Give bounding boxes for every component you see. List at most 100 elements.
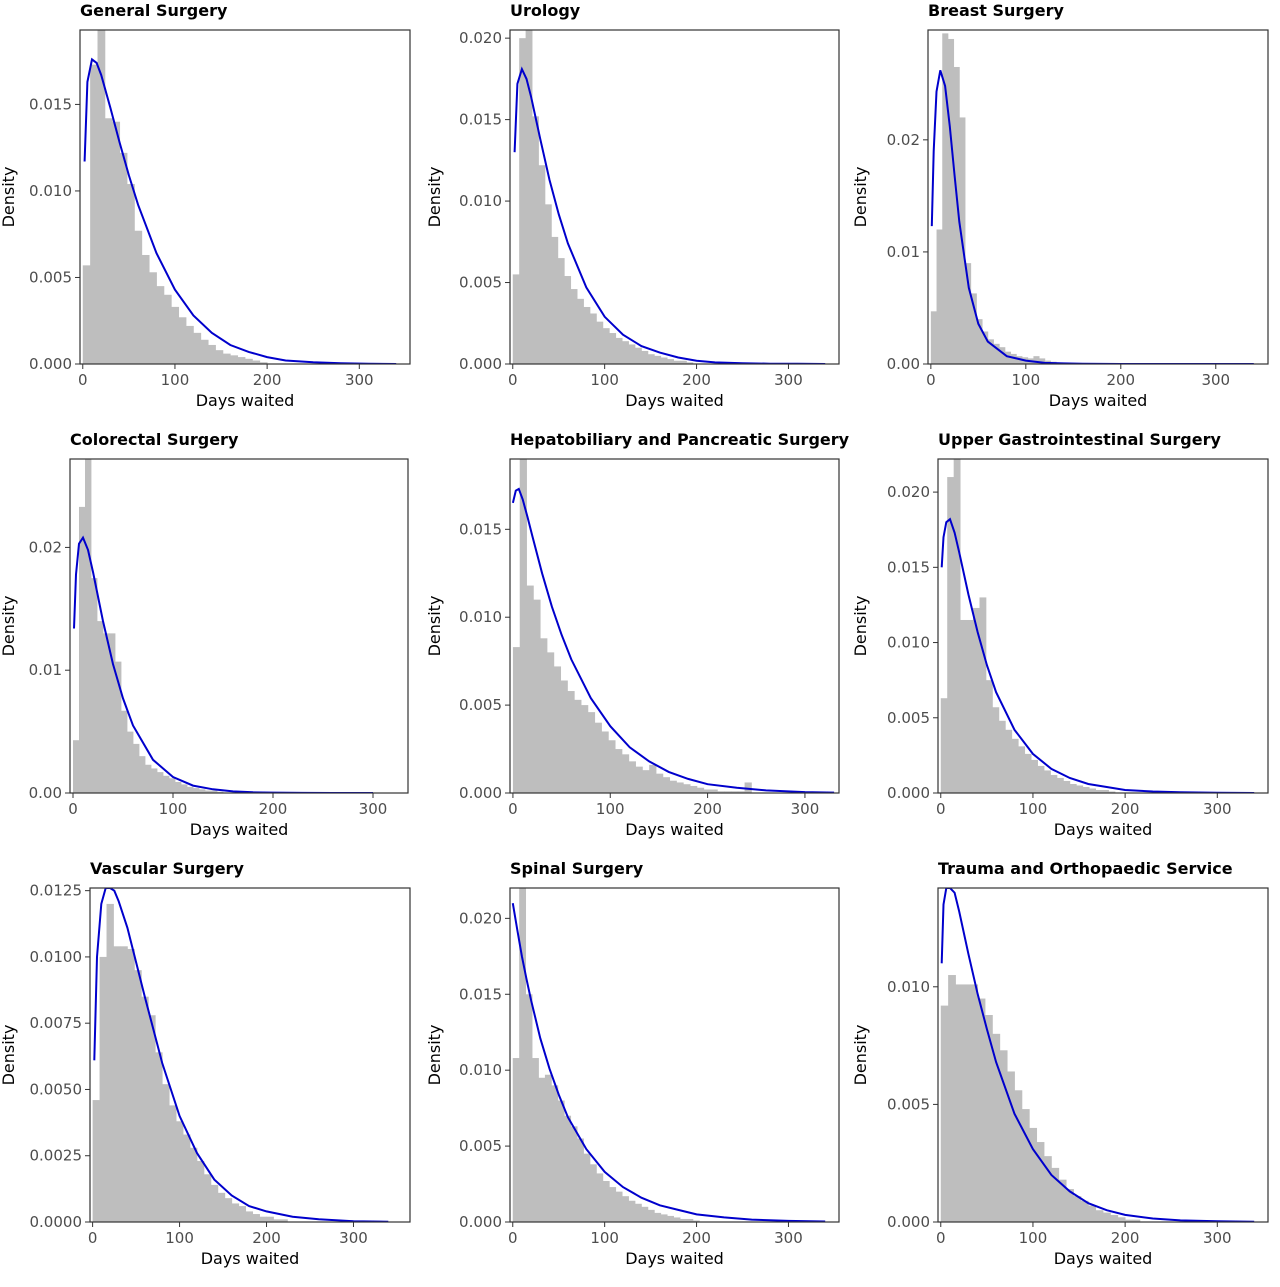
histogram-bar (1033, 356, 1040, 364)
histogram-bar (686, 362, 694, 364)
histogram-bar (1076, 785, 1084, 793)
histogram-bar (647, 1209, 655, 1222)
histogram-bar (987, 339, 994, 364)
histogram-bar (560, 680, 568, 793)
x-tick-label: 200 (253, 371, 282, 389)
panel-title: Breast Surgery (928, 1, 1064, 20)
histogram-bar (175, 781, 182, 793)
y-axis-label: Density (851, 1025, 870, 1086)
histogram-bar (1125, 1219, 1133, 1222)
x-tick-label: 100 (161, 371, 190, 389)
y-axis-label: Density (425, 167, 444, 228)
histogram-bar (692, 1220, 700, 1222)
histogram-bar (973, 607, 980, 793)
histogram-bar (1018, 746, 1026, 793)
histogram-svg: 0 100 200 300 0.000 0.005 0.010 0.015 0.020 Upper… (851, 430, 1269, 839)
x-axis-label: Days waited (190, 820, 289, 839)
histogram-bar (1056, 777, 1064, 793)
histogram-bar (525, 30, 533, 364)
histogram-bar (622, 1196, 629, 1222)
histogram-bar (169, 778, 176, 793)
plot-area (512, 30, 826, 364)
histogram-bar (947, 38, 955, 364)
histogram-svg: 0 100 200 300 0.0000 0.0025 0.0050 0.0075 0.0100… (0, 859, 411, 1268)
histogram-bar (660, 1214, 668, 1222)
x-tick-label: 300 (345, 371, 374, 389)
histogram-bar (157, 772, 164, 793)
histogram-bar (526, 585, 534, 793)
histogram-bar (710, 789, 718, 793)
y-tick-label: 0.000 (887, 1213, 930, 1231)
y-tick-label: 0.010 (887, 634, 930, 652)
plot-frame (937, 887, 1269, 1223)
histogram-panel: 0 100 200 300 0.00 0.01 0.02 Breast Surgery Days… (851, 0, 1278, 429)
histogram-bar (1095, 789, 1103, 793)
histogram-bar (936, 229, 943, 364)
histogram-bar (570, 1126, 578, 1222)
panel-title: Urology (510, 1, 581, 20)
x-tick-label: 0 (88, 1229, 98, 1247)
histogram-bar (106, 903, 114, 1222)
x-tick-label: 100 (1019, 1229, 1048, 1247)
histogram-bar (615, 337, 623, 364)
y-axis-label: Density (851, 596, 870, 657)
histogram-bar (163, 775, 170, 793)
histogram-bar (544, 1074, 552, 1222)
histogram-bar (546, 652, 555, 793)
x-tick-label: 100 (596, 800, 625, 818)
y-tick-label: 0.000 (459, 1213, 502, 1231)
y-tick-label: 0.005 (459, 1137, 502, 1155)
histogram-bar (667, 1215, 674, 1222)
histogram-bar (570, 289, 578, 364)
histogram-bar (127, 948, 135, 1222)
x-tick-label: 300 (791, 800, 820, 818)
histogram-bar (203, 1174, 212, 1222)
plot-frame (89, 887, 411, 1223)
histogram-bar (577, 1138, 584, 1222)
histogram-bar (1010, 353, 1017, 364)
x-axis-label: Days waited (201, 1249, 300, 1268)
histogram-bar (141, 254, 150, 364)
histogram-bar (1005, 729, 1013, 793)
histogram-bar (103, 633, 110, 793)
histogram-panel: 0 100 200 300 0.0000 0.0025 0.0050 0.0075 0.0100… (0, 858, 426, 1287)
x-tick-label: 0 (508, 371, 518, 389)
histogram-bar (557, 1100, 565, 1222)
histogram-bar (596, 1173, 604, 1222)
histogram-bar (1132, 1219, 1141, 1222)
y-tick-label: 0.000 (29, 355, 72, 373)
histogram-bar (237, 357, 246, 364)
y-tick-label: 0.0075 (30, 1014, 83, 1032)
histogram-bar (564, 1115, 572, 1222)
y-tick-label: 0.020 (459, 29, 502, 47)
histogram-bar (215, 350, 224, 364)
histogram-bar (178, 317, 187, 364)
histogram-bar (641, 350, 649, 364)
y-tick-label: 0.000 (459, 355, 502, 373)
histogram-bar (208, 344, 216, 364)
x-tick-label: 300 (1201, 371, 1230, 389)
histogram-bar (162, 1084, 170, 1222)
plot-frame (509, 458, 840, 794)
x-tick-label: 0 (936, 800, 946, 818)
plot-frame (79, 29, 411, 365)
histogram-bar (724, 791, 732, 793)
histogram-bar (1088, 1205, 1097, 1222)
plot-frame (69, 458, 409, 794)
histogram-bar (615, 1191, 623, 1222)
histogram-bar (127, 184, 135, 364)
y-tick-label: 0.02 (29, 538, 62, 556)
histogram-bar (1036, 1142, 1045, 1222)
histogram-bar (1044, 770, 1051, 793)
histogram-bar (196, 1161, 205, 1222)
histogram-bar (1039, 358, 1046, 364)
histogram-bar (1073, 1196, 1082, 1222)
x-tick-label: 200 (259, 800, 288, 818)
histogram-bar (115, 661, 122, 793)
histogram-bar (634, 1203, 642, 1222)
histogram-bar (149, 272, 157, 364)
x-tick-label: 0 (68, 800, 78, 818)
histogram-bar (532, 116, 539, 364)
plot-area (73, 459, 373, 793)
histogram-bar (1063, 780, 1071, 793)
